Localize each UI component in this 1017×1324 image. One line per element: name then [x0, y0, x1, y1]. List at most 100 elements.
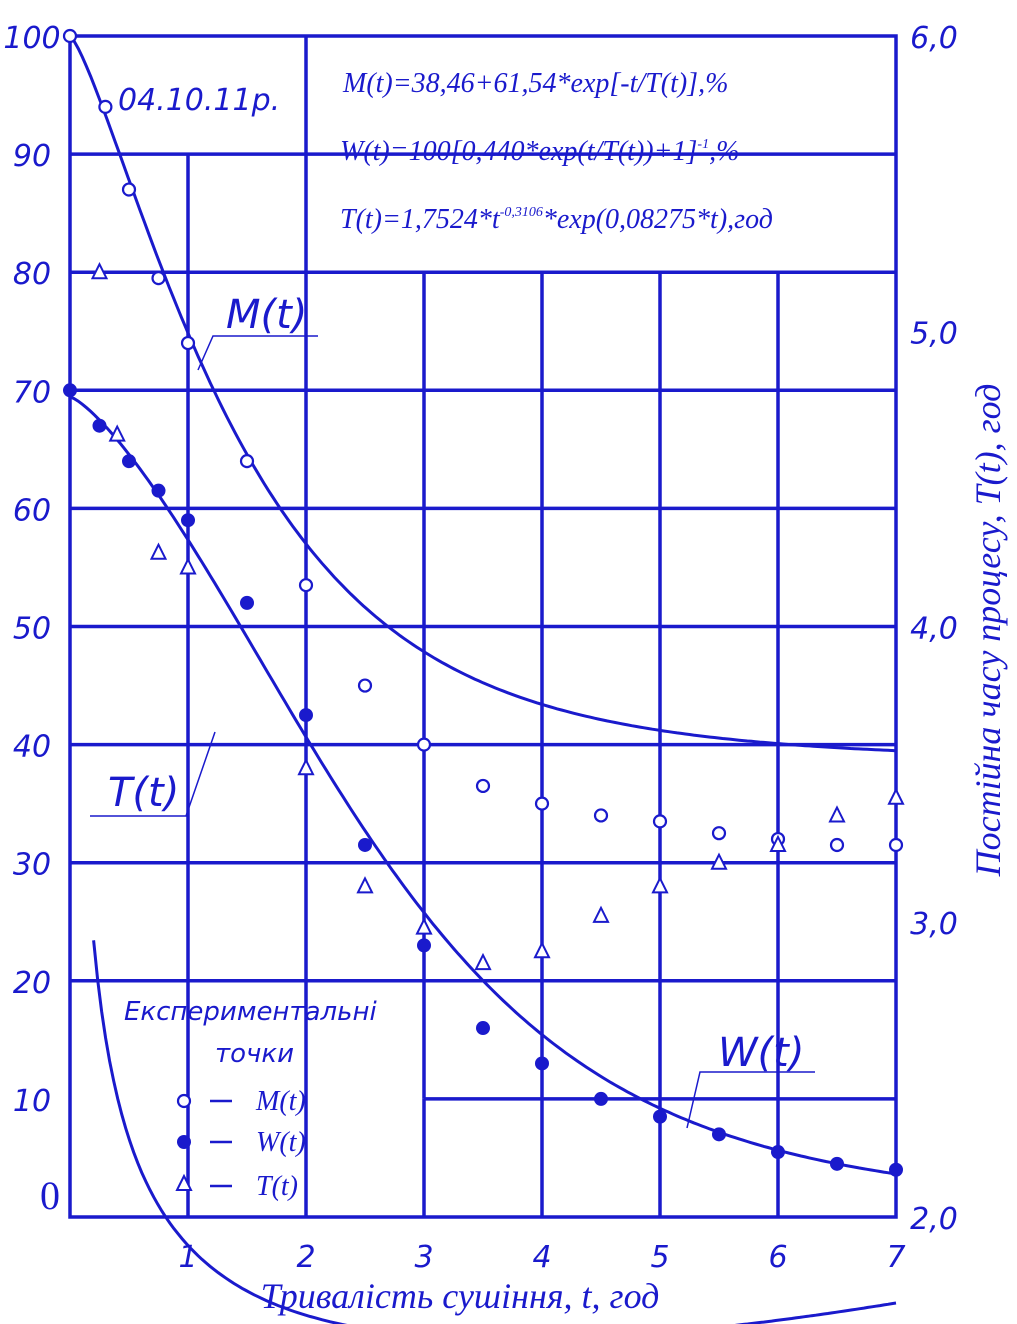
point-t: [90, 261, 109, 280]
legend-label-w: W(t): [256, 1127, 306, 1158]
left-tick-label: 20: [13, 966, 51, 1001]
formula-w-main: W(t)=100[0,440*exp(t/T(t))+1]: [340, 136, 697, 167]
right-tick-label: 5,0: [910, 316, 958, 351]
point-w: [653, 1109, 667, 1124]
right-tick-label: 2,0: [910, 1202, 958, 1237]
x-tick-label: 6: [768, 1240, 787, 1275]
fitted-curves: [68, 35, 897, 1324]
point-m: [180, 335, 196, 351]
curve-label-w: W(t): [718, 1030, 804, 1076]
point-t: [651, 876, 669, 894]
point-m: [534, 796, 550, 811]
point-t: [533, 941, 551, 959]
point-t: [149, 542, 168, 560]
formula-w-sup: -1: [697, 137, 709, 152]
formula-m: M(t)=38,46+61,54*exp[-t/T(t)],%: [342, 68, 728, 99]
formula-t: T(t)=1,7524*t-0,3106*exp(0,08275*t),год: [340, 204, 773, 235]
point-w: [417, 938, 431, 953]
point-w: [122, 454, 136, 469]
grid: [68, 34, 898, 1219]
point-w: [181, 513, 195, 528]
legend-item-w: W(t): [177, 1127, 306, 1158]
legend-item-m: M(t): [176, 1086, 306, 1117]
point-w: [889, 1162, 903, 1177]
point-m: [239, 454, 255, 469]
right-tick-label: 4,0: [910, 612, 958, 647]
m-leader-line: [197, 335, 318, 371]
point-m: [652, 814, 668, 829]
right-axis-ticks: 6,0 5,0 4,0 3,0 2,0: [910, 21, 958, 1237]
point-t: [415, 917, 433, 935]
point-t: [828, 805, 846, 823]
point-w: [299, 708, 313, 723]
curve-t: [92, 940, 897, 1324]
point-w: [151, 483, 166, 498]
data-points: [62, 28, 905, 1177]
point-m: [888, 837, 904, 853]
legend-marker-w: [177, 1135, 191, 1149]
point-m: [357, 678, 373, 693]
point-t: [474, 952, 492, 971]
left-tick-label: 30: [13, 848, 51, 883]
right-axis-title: Постійна часу процесу, T(t), год: [968, 384, 1008, 878]
point-w: [535, 1056, 549, 1071]
legend-label-m: M(t): [255, 1086, 306, 1117]
formula-t-main: T(t)=1,7524*t: [340, 204, 501, 235]
point-w: [771, 1145, 785, 1160]
point-m: [62, 28, 78, 44]
legend-title-1: Експериментальні: [124, 997, 377, 1027]
left-tick-label: 90: [13, 139, 51, 174]
left-tick-label: 50: [13, 612, 51, 647]
curve-w: [69, 395, 897, 1176]
x-tick-label: 5: [650, 1240, 669, 1275]
formula-t-sup: -0,3106: [500, 205, 543, 220]
point-w: [240, 595, 254, 610]
x-tick-label: 2: [296, 1240, 315, 1275]
legend-marker-m: [176, 1093, 192, 1109]
legend-marker-t: [175, 1173, 193, 1191]
x-tick-label: 7: [886, 1240, 905, 1275]
point-m: [98, 99, 113, 114]
left-tick-label: 40: [13, 730, 51, 765]
point-t: [769, 834, 787, 852]
point-t: [592, 905, 610, 923]
right-tick-label: 6,0: [910, 21, 958, 56]
point-m: [829, 837, 845, 853]
left-tick-label: 100: [3, 21, 60, 56]
point-w: [358, 837, 372, 852]
point-m: [151, 271, 166, 286]
curve-label-m: M(t): [226, 292, 307, 338]
formula-w-suffix: ,%: [709, 136, 739, 167]
point-w: [476, 1021, 490, 1036]
point-t: [710, 852, 728, 870]
left-tick-label: 80: [13, 257, 51, 292]
point-w: [830, 1156, 844, 1171]
point-m: [298, 578, 314, 593]
point-m: [121, 182, 137, 197]
x-axis-title: Тривалість сушіння, t, год: [261, 1276, 660, 1316]
right-tick-label: 3,0: [910, 907, 958, 942]
w-leader-line: [686, 1071, 815, 1129]
x-tick-label: 3: [414, 1240, 433, 1275]
legend-title-2: точки: [215, 1039, 294, 1069]
curve-m: [68, 35, 897, 753]
curve-label-t: T(t): [108, 770, 179, 816]
point-m: [593, 808, 609, 823]
point-w: [594, 1091, 608, 1106]
legend-label-t: T(t): [256, 1171, 298, 1202]
point-t: [108, 424, 126, 442]
point-t: [887, 787, 905, 805]
left-tick-label: 10: [13, 1084, 51, 1119]
point-t: [179, 557, 197, 575]
point-t: [356, 876, 374, 894]
left-tick-label: 0: [40, 1173, 60, 1218]
point-t: [297, 757, 315, 776]
point-m: [416, 737, 432, 752]
date-label: 04.10.11р.: [118, 83, 280, 118]
left-tick-label: 70: [13, 375, 51, 410]
x-tick-label: 4: [532, 1240, 551, 1275]
point-w: [92, 418, 107, 433]
